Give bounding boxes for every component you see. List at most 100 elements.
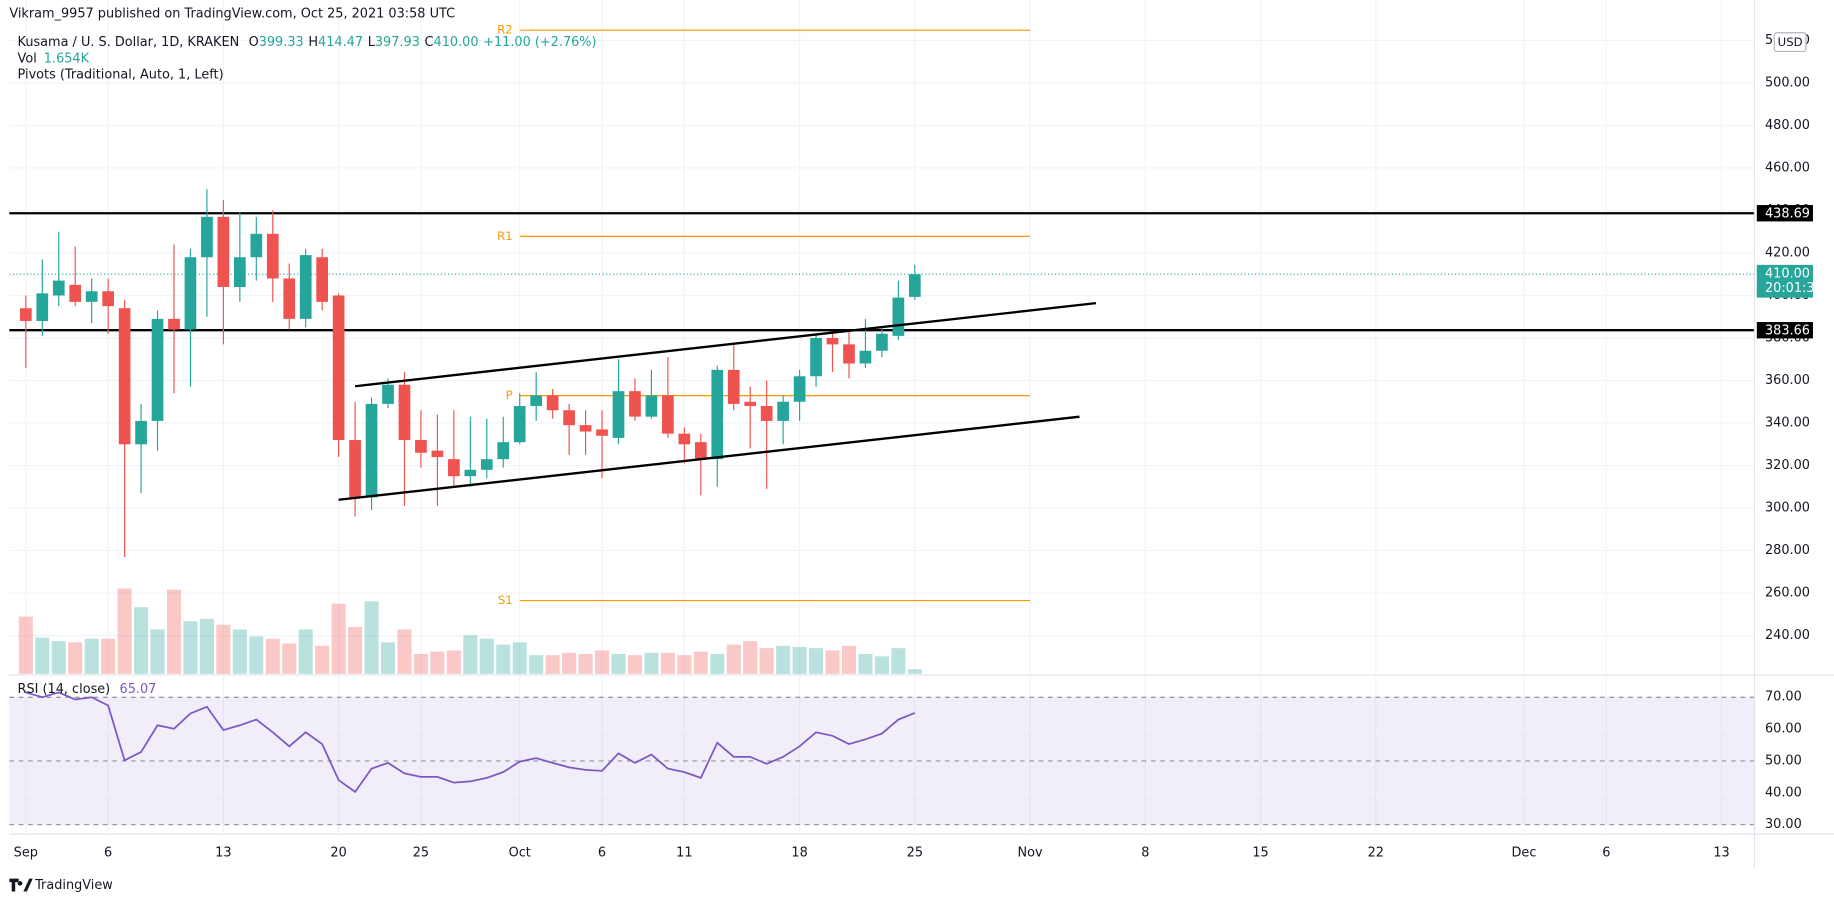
candle-body <box>711 369 724 460</box>
candle-body <box>793 376 806 402</box>
y-tick-label: 420.00 <box>1765 245 1810 260</box>
x-tick-label: Oct <box>509 845 531 860</box>
candle-body <box>382 384 394 404</box>
volume-bar <box>35 637 50 674</box>
ohlc-value: 414.47 <box>318 35 363 50</box>
y-tick-label: 500.00 <box>1765 75 1810 90</box>
rsi-last: 65.07 <box>120 682 157 697</box>
candle-body <box>217 216 230 287</box>
grid <box>9 0 1755 833</box>
level-badge <box>1756 322 1813 339</box>
last-price-badge <box>1756 264 1813 298</box>
brand: TradingView <box>34 878 113 893</box>
candle-body <box>184 257 197 330</box>
candle-body <box>349 440 361 498</box>
volume-bar <box>101 638 116 674</box>
volume-bar <box>907 669 922 674</box>
volume-bar <box>611 653 626 674</box>
candle-body <box>168 318 180 330</box>
candle-body <box>52 280 65 296</box>
candle-body <box>596 429 608 436</box>
marks: R2 R1 P S1 <box>9 23 1755 794</box>
volume-bar <box>331 603 346 674</box>
rsi-tick-label: 30.00 <box>1765 817 1802 832</box>
candle-body <box>579 425 592 432</box>
change: +11.00 (+2.76%) <box>483 35 596 50</box>
candle-body <box>316 257 329 302</box>
volume-bar <box>545 655 560 674</box>
volume-bar <box>479 638 494 674</box>
candle-body <box>760 406 773 421</box>
volume-bar <box>232 629 247 674</box>
x-tick-label: Sep <box>14 845 38 860</box>
candle-body <box>332 295 345 441</box>
candle-body <box>563 410 575 426</box>
volume-bar <box>364 601 379 674</box>
candle-body <box>480 459 493 470</box>
candle-body <box>69 284 82 302</box>
candle-body <box>464 469 477 477</box>
x-tick-label: 18 <box>791 845 807 860</box>
candle-body <box>266 233 279 279</box>
symbol-legend: Kusama / U. S. Dollar, 1D, KRAKEN O399.33… <box>18 35 597 50</box>
volume-bar <box>430 651 445 674</box>
candle-body <box>777 401 789 421</box>
candle-body <box>118 308 131 445</box>
volume-bar <box>315 645 330 674</box>
volume-bar <box>776 645 791 674</box>
volume-bar <box>825 650 840 674</box>
candle-body <box>727 369 740 404</box>
candle-body <box>36 293 49 321</box>
ohlc-value: 410.00 <box>434 35 479 50</box>
candle-body <box>398 384 411 441</box>
rsi-legend: RSI (14, close) 65.07 <box>18 682 157 697</box>
x-tick-label: 6 <box>104 845 112 860</box>
volume-bar <box>726 644 741 674</box>
volume-bar <box>397 629 412 674</box>
candle-body <box>497 442 510 460</box>
x-tick-label: 8 <box>1141 845 1149 860</box>
currency-badge[interactable] <box>1773 32 1807 53</box>
volume-bar <box>693 651 708 674</box>
candle-body <box>250 233 263 258</box>
level-badge-label: 383.66 <box>1765 323 1810 338</box>
ohlc-key: L <box>368 35 376 50</box>
pivot-label: S1 <box>498 593 513 607</box>
volume-bar <box>496 644 511 674</box>
candle-body <box>645 395 658 417</box>
y-tick-label: 320.00 <box>1765 458 1810 473</box>
y-tick-label: 240.00 <box>1765 628 1810 643</box>
x-tick-label: 11 <box>676 845 692 860</box>
volume-bar <box>677 655 692 674</box>
volume-bar <box>265 638 280 674</box>
x-tick-label: 20 <box>330 845 346 860</box>
rsi-tick-label: 40.00 <box>1765 785 1802 800</box>
volume-bar <box>166 589 182 674</box>
rsi-tick-label: 50.00 <box>1765 753 1802 768</box>
x-tick-label: 25 <box>413 845 429 860</box>
volume-bar <box>743 641 758 674</box>
volume-bar <box>51 641 66 674</box>
ohlc-key: C <box>425 35 434 50</box>
volume-bar <box>68 642 83 674</box>
volume-bar <box>298 629 313 674</box>
currency: USD <box>1778 35 1803 49</box>
volume-bar <box>380 642 396 674</box>
ohlc-key: H <box>308 35 318 50</box>
volume-bar <box>348 627 363 674</box>
pivot-label: R1 <box>497 229 513 243</box>
y-tick-label: 260.00 <box>1765 586 1810 601</box>
y-tick-label: 280.00 <box>1765 543 1810 558</box>
volume-bar <box>117 588 132 674</box>
volume-bar <box>809 648 824 674</box>
volume-bar <box>710 653 725 674</box>
x-tick-label: 6 <box>1602 845 1610 860</box>
candle-body <box>233 257 246 287</box>
y-tick-label: 480.00 <box>1765 118 1810 133</box>
volume-bar <box>874 656 889 674</box>
level-badge-label: 438.69 <box>1765 206 1810 221</box>
volume-legend: Vol 1.654K <box>18 51 90 66</box>
x-tick-label: 13 <box>1713 845 1729 860</box>
volume-bar <box>578 653 593 674</box>
